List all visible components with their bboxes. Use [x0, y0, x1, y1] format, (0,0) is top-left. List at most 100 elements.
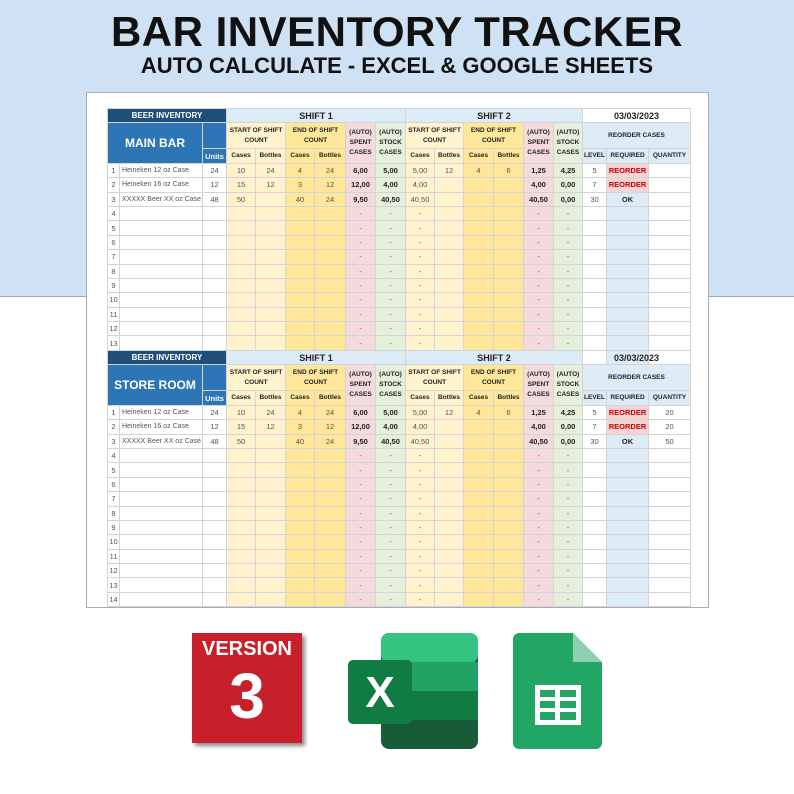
cell[interactable] [119, 447, 203, 464]
cell[interactable]: - [375, 462, 406, 478]
cell[interactable] [648, 306, 691, 323]
cell[interactable] [226, 577, 256, 593]
cell[interactable]: OK [606, 433, 649, 449]
cell[interactable]: 12 [202, 177, 227, 193]
cell[interactable] [434, 534, 464, 550]
cell[interactable] [463, 577, 494, 593]
cell[interactable]: 9 [107, 277, 120, 294]
cell[interactable]: - [523, 306, 554, 323]
cell[interactable] [648, 263, 691, 279]
cell[interactable]: - [375, 491, 406, 507]
cell[interactable] [226, 476, 256, 493]
cell[interactable]: Heineken 16 oz Case [119, 419, 203, 435]
cell[interactable]: XXXXX Beer XX oz Case [119, 433, 203, 449]
cell[interactable] [226, 548, 256, 565]
cell[interactable] [285, 263, 315, 279]
cell[interactable]: REORDER [606, 419, 649, 435]
cell[interactable]: 12 [202, 419, 227, 435]
cell[interactable]: - [375, 519, 406, 536]
cell[interactable] [493, 234, 524, 251]
cell[interactable] [493, 548, 524, 565]
cell[interactable]: - [553, 234, 583, 251]
cell[interactable]: - [375, 335, 406, 351]
cell[interactable] [119, 321, 203, 337]
cell[interactable]: 12 [107, 563, 120, 579]
cell[interactable]: 5 [107, 462, 120, 478]
cell[interactable] [314, 277, 346, 294]
cell[interactable] [255, 563, 286, 579]
cell[interactable]: 24 [314, 191, 346, 207]
cell[interactable] [226, 447, 256, 464]
cell[interactable] [582, 577, 607, 593]
cell[interactable]: 8 [107, 505, 120, 521]
cell[interactable]: - [553, 321, 583, 337]
cell[interactable]: 13 [107, 335, 120, 351]
cell[interactable]: 6 [493, 404, 524, 421]
cell[interactable] [493, 335, 524, 351]
cell[interactable]: - [375, 249, 406, 265]
cell[interactable] [314, 491, 346, 507]
cell[interactable] [606, 234, 649, 251]
cell[interactable]: - [405, 577, 435, 593]
cell[interactable] [582, 321, 607, 337]
cell[interactable]: 5,00 [405, 404, 435, 421]
cell[interactable] [493, 220, 524, 236]
cell[interactable] [226, 462, 256, 478]
cell[interactable] [119, 306, 203, 323]
cell[interactable]: 50 [226, 433, 256, 449]
cell[interactable] [493, 292, 524, 308]
cell[interactable]: 10 [107, 292, 120, 308]
cell[interactable] [226, 505, 256, 521]
cell[interactable] [582, 505, 607, 521]
cell[interactable]: 48 [202, 433, 227, 449]
cell[interactable]: - [375, 505, 406, 521]
cell[interactable]: - [553, 534, 583, 550]
cell[interactable]: - [553, 263, 583, 279]
cell[interactable] [285, 548, 315, 565]
cell[interactable] [606, 462, 649, 478]
cell[interactable]: 13 [107, 577, 120, 593]
cell[interactable]: 6,00 [345, 162, 376, 179]
cell[interactable]: Heineken 12 oz Case [119, 162, 203, 179]
cell[interactable] [314, 577, 346, 593]
cell[interactable]: OK [606, 191, 649, 207]
cell[interactable]: 15 [226, 177, 256, 193]
cell[interactable] [463, 321, 494, 337]
cell[interactable]: 5,00 [375, 404, 406, 421]
cell[interactable] [582, 205, 607, 222]
cell[interactable] [202, 249, 227, 265]
cell[interactable]: 4,00 [375, 419, 406, 435]
cell[interactable]: 12 [434, 404, 464, 421]
cell[interactable] [463, 491, 494, 507]
cell[interactable]: 3 [285, 419, 315, 435]
cell[interactable] [606, 263, 649, 279]
cell[interactable] [493, 591, 524, 608]
cell[interactable] [582, 534, 607, 550]
cell[interactable]: 9,50 [345, 191, 376, 207]
cell[interactable]: 2 [107, 177, 120, 193]
cell[interactable]: 4,00 [523, 419, 554, 435]
cell[interactable] [648, 191, 691, 207]
cell[interactable]: - [375, 205, 406, 222]
cell[interactable] [314, 505, 346, 521]
cell[interactable] [202, 591, 227, 608]
cell[interactable]: 24 [314, 162, 346, 179]
cell[interactable] [463, 177, 494, 193]
cell[interactable] [606, 447, 649, 464]
cell[interactable] [606, 577, 649, 593]
cell[interactable] [314, 476, 346, 493]
cell[interactable] [314, 534, 346, 550]
cell[interactable]: - [523, 277, 554, 294]
cell[interactable] [648, 335, 691, 351]
cell[interactable]: 11 [107, 306, 120, 323]
cell[interactable]: - [553, 548, 583, 565]
cell[interactable] [255, 306, 286, 323]
cell[interactable] [648, 177, 691, 193]
cell[interactable]: - [405, 321, 435, 337]
cell[interactable] [606, 321, 649, 337]
cell[interactable]: - [345, 505, 376, 521]
cell[interactable] [314, 306, 346, 323]
cell[interactable] [119, 263, 203, 279]
cell[interactable] [285, 447, 315, 464]
cell[interactable] [434, 491, 464, 507]
